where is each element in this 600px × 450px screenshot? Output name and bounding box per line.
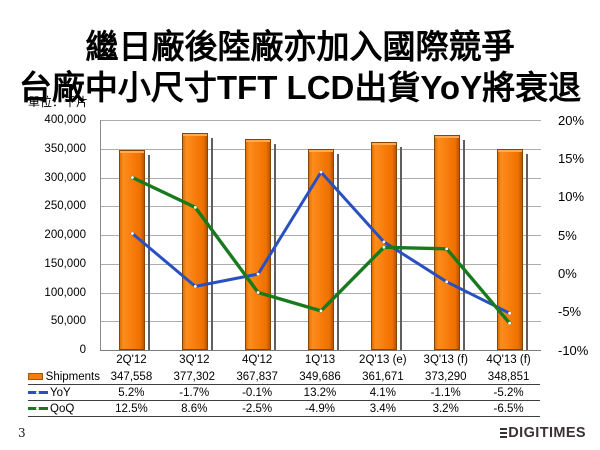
shipments-bar [433,135,460,350]
bar-shadow [462,140,465,350]
yoy-marker [382,240,386,244]
table-cell: -5.2% [493,386,524,399]
legend-bar-swatch [28,373,43,380]
legend-label: Shipments [45,370,100,383]
table-cell: 348,851 [487,370,530,383]
qoq-marker [193,206,197,209]
qoq-marker [445,247,449,251]
table-cell: 3.4% [369,402,396,415]
y-axis-tick-label: 250,000 [44,200,86,213]
pct-axis-tick-label: 0% [558,265,577,281]
table-cell: 13.2% [303,386,337,399]
table-cell: 5.2% [118,386,145,399]
slide-title: 繼日廠後陸廠亦加入國際競爭 台廠中小尺寸TFT LCD出貨YoY將衰退 [0,26,600,108]
table-cell: 347,558 [110,370,153,383]
qoq-marker [131,176,134,179]
category-label: 3Q'13 (f) [423,354,468,366]
table-cell: 377,302 [173,370,216,383]
table-cell: -2.5% [242,402,273,415]
bar-shadow [525,154,528,350]
table-cell: 361,671 [362,370,404,383]
qoq-line [130,175,512,325]
yoy-marker [508,311,511,315]
yoy-marker [319,170,323,174]
legend-qoq: QoQ [28,403,100,415]
legend-label: QoQ [50,402,75,415]
table-cell: -6.5% [493,402,524,415]
yoy-line [130,170,512,315]
qoq-marker [256,291,260,294]
legend-shipments: Shipments [28,371,100,383]
legend-marker-dot [36,407,39,410]
table-cell: -1.1% [430,386,461,399]
page-number: 3 [18,426,26,440]
yoy-marker [193,285,197,288]
logo-stripes-icon [500,427,508,439]
y-axis-tick-label: 0 [79,344,86,356]
yoy-marker [256,272,260,276]
y-axis-tick-label: 150,000 [44,257,86,270]
pct-axis-tick-label: -5% [558,304,582,320]
yoy-marker [131,232,134,235]
legend-marker-dot [36,391,39,394]
lines-layer [130,170,512,325]
table-cell: 367,837 [236,370,278,383]
table-cell: -1.7% [179,386,210,399]
gridline [101,120,541,121]
table-cell: 12.5% [115,402,148,415]
pct-axis-tick-label: 5% [558,227,577,243]
data-table: Shipments 347,558 377,302 367,837 349,686 361… [28,369,540,417]
legend-line-swatch [28,407,48,410]
yoy-marker [445,280,449,284]
slide-title-line1: 繼日廠後陸廠亦加入國際競爭 [85,28,515,66]
qoq-marker [319,309,323,313]
table-row-yoy: YoY 5.2% -1.7% -0.1% 13.2% 4.1% -1.1% -5.2% [28,385,540,401]
category-label: 2Q'12 [116,354,147,366]
pct-axis-tick-label: 15% [558,150,585,166]
legend-yoy: YoY [28,387,100,399]
table-cell: 8.6% [181,402,208,415]
y-axis-tick-label: 400,000 [44,114,86,126]
y-axis-tick-label: 300,000 [44,171,86,184]
table-cell: 4.1% [369,386,396,399]
digitimes-logo: DIGITIMES [500,425,586,441]
slide-title-line2: 台廠中小尺寸TFT LCD出貨YoY將衰退 [18,69,582,107]
table-cell: 349,686 [299,370,341,383]
qoq-marker [508,321,511,325]
qoq-marker [382,245,386,249]
legend-label: YoY [50,386,71,399]
unit-label: 單位：千片 [28,95,89,109]
table-cell: 373,290 [424,370,467,383]
logo-text: DIGITIMES [508,425,586,441]
table-row-qoq: QoQ 12.5% 8.6% -2.5% -4.9% 3.4% 3.2% -6.5% [28,401,540,417]
legend-line-swatch [28,391,48,394]
category-label: 2Q'13 (e) [359,354,407,366]
shipments-bar [245,138,272,350]
pct-axis-tick-label: 10% [558,189,585,205]
y-axis-tick-label: 350,000 [44,142,86,155]
bar-shadow [211,138,214,350]
table-cell: -4.9% [304,402,335,415]
category-label: 3Q'12 [179,354,210,366]
table-cell: 3.2% [432,402,459,415]
y-axis-tick-label: 200,000 [44,229,86,241]
category-label: 4Q'13 (f) [486,354,531,366]
category-label: 4Q'12 [241,354,273,366]
table-row-shipments: Shipments 347,558 377,302 367,837 349,686 361… [28,369,540,385]
table-cell: -0.1% [242,386,273,399]
category-label: 1Q'13 [304,354,336,366]
pct-axis-tick-label: -10% [558,342,589,358]
shipments-bar [496,149,523,350]
shipments-bar [182,133,209,350]
pct-axis-tick-label: 20% [558,112,585,128]
y-axis-tick-label: 100,000 [44,286,86,299]
bar-shadow [148,155,151,350]
plot-area [100,120,541,351]
bar-shadow [337,153,339,350]
y-axis-tick-label: 50,000 [50,315,86,328]
